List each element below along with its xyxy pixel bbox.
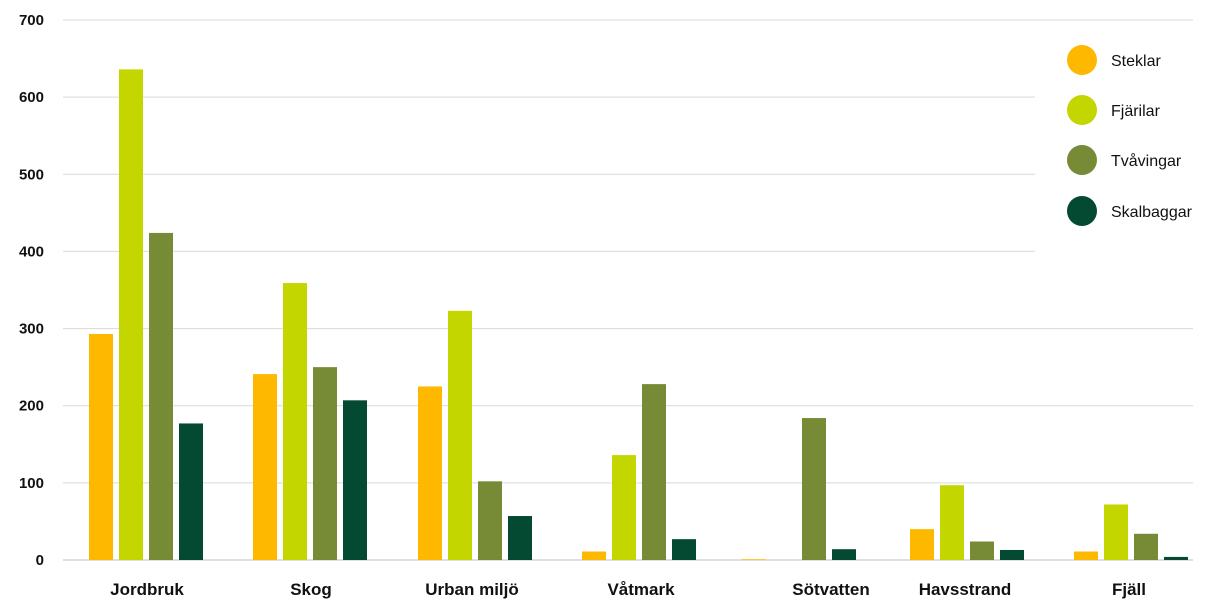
x-category-label: Skog: [290, 580, 332, 599]
gridlines: [63, 19, 1193, 561]
bar-fjäll-fjärilar: [1104, 504, 1128, 560]
legend-label: Skalbaggar: [1111, 204, 1193, 221]
bar-jordbruk-tvåvingar: [149, 232, 173, 560]
legend-item-skalbaggar: Skalbaggar: [1067, 196, 1193, 226]
bar-skog-fjärilar: [283, 283, 307, 560]
legend-item-fjärilar: Fjärilar: [1067, 95, 1161, 125]
x-category-label: Sötvatten: [792, 580, 869, 599]
bar-sötvatten-skalbaggar: [832, 549, 856, 560]
y-tick-label: 500: [19, 166, 44, 183]
bar-jordbruk-fjärilar: [119, 69, 143, 560]
y-tick-label: 300: [19, 321, 44, 338]
bar-skog-skalbaggar: [343, 400, 367, 560]
legend-item-tvåvingar: Tvåvingar: [1067, 145, 1182, 175]
legend-label: Steklar: [1111, 53, 1161, 70]
x-category-label: Havsstrand: [919, 580, 1012, 599]
bar-urban-miljö-fjärilar: [448, 310, 472, 560]
bar-fjäll-skalbaggar: [1164, 556, 1188, 560]
bar-skog-steklar: [253, 374, 277, 560]
x-category-label: Urban miljö: [425, 580, 519, 599]
y-tick-label: 100: [19, 475, 44, 492]
legend-swatch: [1067, 95, 1097, 125]
y-tick-label: 400: [19, 243, 44, 260]
legend-swatch: [1067, 145, 1097, 175]
bar-havsstrand-tvåvingar: [970, 541, 994, 560]
bar-skog-tvåvingar: [313, 367, 337, 560]
bar-jordbruk-skalbaggar: [179, 423, 203, 560]
y-tick-label: 600: [19, 89, 44, 106]
x-category-label: Våtmark: [607, 580, 675, 599]
bar-urban-miljö-skalbaggar: [508, 516, 532, 560]
legend-swatch: [1067, 45, 1097, 75]
bar-sötvatten-tvåvingar: [802, 418, 826, 560]
bar-havsstrand-skalbaggar: [1000, 549, 1024, 560]
bar-havsstrand-fjärilar: [940, 485, 964, 560]
x-category-label: Fjäll: [1112, 580, 1146, 599]
y-tick-label: 0: [36, 552, 44, 569]
x-axis-categories: Jordbruk Skog Urban miljö Våtmark Sötvatten H…: [110, 580, 1146, 599]
y-tick-label: 200: [19, 398, 44, 415]
bar-våtmark-skalbaggar: [672, 539, 696, 560]
bar-urban-miljö-steklar: [418, 386, 442, 560]
legend-label: Tvåvingar: [1111, 152, 1182, 170]
legend-swatch: [1067, 196, 1097, 226]
bar-jordbruk-steklar: [89, 333, 113, 560]
x-category-label: Jordbruk: [110, 580, 184, 599]
bar-fjäll-steklar: [1074, 551, 1098, 560]
bar-fjäll-tvåvingar: [1134, 533, 1158, 560]
legend: Steklar Fjärilar Tvåvingar Skalbaggar: [1067, 45, 1193, 226]
legend-label: Fjärilar: [1111, 103, 1161, 120]
bars: [89, 69, 1188, 560]
bar-våtmark-fjärilar: [612, 455, 636, 560]
bar-sötvatten-steklar: [742, 559, 766, 560]
bar-havsstrand-steklar: [910, 529, 934, 560]
legend-item-steklar: Steklar: [1067, 45, 1161, 75]
bar-våtmark-steklar: [582, 551, 606, 560]
bar-urban-miljö-tvåvingar: [478, 481, 502, 560]
y-axis-ticks: 0 100 200 300 400 500 600 700: [19, 12, 44, 569]
y-tick-label: 700: [19, 12, 44, 29]
bar-våtmark-tvåvingar: [642, 384, 666, 560]
